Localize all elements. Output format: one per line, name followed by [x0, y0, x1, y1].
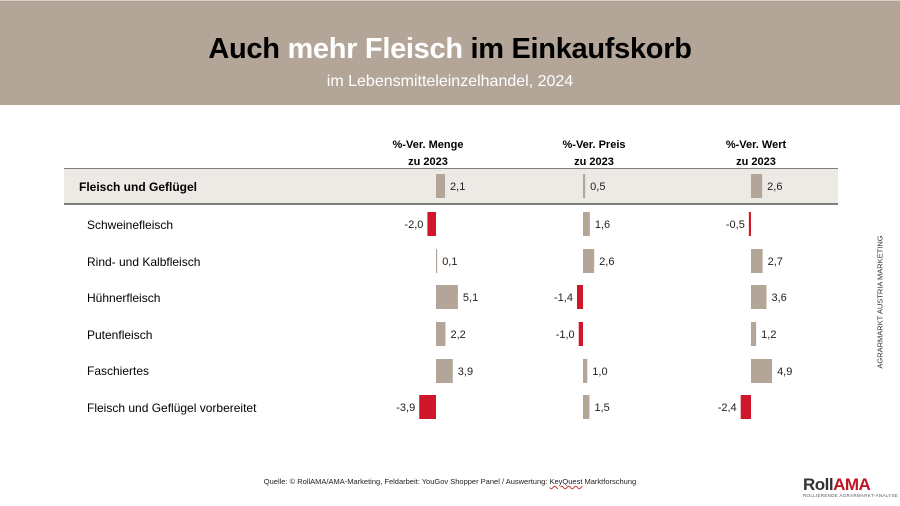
- header-banner: Auch mehr Fleisch im Einkaufskorb im Leb…: [0, 0, 900, 105]
- data-label-0-3: 5,1: [463, 292, 478, 304]
- page-title: Auch mehr Fleisch im Einkaufskorb: [0, 33, 900, 66]
- column-header-preis: %-Ver. Preis zu 2023: [534, 137, 654, 171]
- bar-0-6: [419, 395, 436, 419]
- column-header-line: zu 2023: [408, 156, 448, 168]
- bar-0-3: [436, 285, 458, 309]
- data-label-0-0: 2,1: [450, 181, 465, 193]
- data-label-1-5: 1,0: [592, 366, 607, 378]
- data-label-2-5: 4,9: [777, 366, 792, 378]
- column-header-line: zu 2023: [574, 156, 614, 168]
- column-header-line: %-Ver. Menge: [392, 139, 464, 151]
- data-label-1-6: 1,5: [594, 402, 609, 414]
- row-label-total: Fleisch und Geflügel: [79, 180, 198, 194]
- bar-2-4: [751, 322, 757, 346]
- bar-0-2: [436, 249, 438, 273]
- side-label: AGRARMARKT AUSTRIA MARKETING: [873, 232, 887, 372]
- data-label-2-2: 2,7: [768, 256, 783, 268]
- data-label-1-4: -1,0: [556, 329, 575, 341]
- bar-1-1: [583, 212, 590, 236]
- row-label: Putenfleisch: [87, 328, 153, 342]
- title-highlight: mehr Fleisch: [287, 33, 463, 65]
- data-label-0-5: 3,9: [458, 366, 473, 378]
- bar-2-3: [751, 285, 767, 309]
- bar-1-0: [583, 174, 586, 198]
- side-label-text: AGRARMARKT AUSTRIA MARKETING: [875, 235, 885, 369]
- rollama-logo: RollAMA ROLLIERENDE AGRARMARKT-ANALYSE: [803, 475, 898, 498]
- source-tail: Marktforschung: [582, 477, 637, 486]
- data-label-1-3: -1,4: [554, 292, 573, 304]
- column-header-menge: %-Ver. Menge zu 2023: [368, 137, 488, 171]
- source-note: Quelle: © RollAMA/AMA-Marketing, Feldarb…: [0, 477, 900, 486]
- data-label-0-4: 2,2: [450, 329, 465, 341]
- bar-1-2: [583, 249, 595, 273]
- row-label: Hühnerfleisch: [87, 291, 161, 305]
- data-label-2-4: 1,2: [761, 329, 776, 341]
- bar-0-1: [427, 212, 436, 236]
- bar-2-1: [748, 212, 751, 236]
- data-label-1-2: 2,6: [599, 256, 614, 268]
- row-label: Fleisch und Geflügel vorbereitet: [87, 401, 257, 415]
- logo-tagline: ROLLIERENDE AGRARMARKT-ANALYSE: [803, 493, 899, 498]
- data-label-1-0: 0,5: [590, 181, 605, 193]
- bar-0-4: [436, 322, 446, 346]
- bar-1-5: [583, 359, 588, 383]
- row-label: Faschiertes: [87, 364, 150, 378]
- bar-1-3: [576, 285, 583, 309]
- table-rule-bottom: [64, 203, 838, 205]
- column-header-line: %-Ver. Preis: [562, 139, 626, 151]
- logo-part-accent: AMA: [833, 475, 871, 494]
- data-label-2-6: -2,4: [718, 402, 737, 414]
- page-subtitle: im Lebensmitteleinzelhandel, 2024: [326, 73, 574, 90]
- column-header-wert: %-Ver. Wert zu 2023: [696, 137, 816, 171]
- data-label-0-2: 0,1: [442, 256, 457, 268]
- data-label-1-1: 1,6: [595, 219, 610, 231]
- source-text: Quelle: © RollAMA/AMA-Marketing, Feldarb…: [263, 477, 550, 486]
- bar-2-5: [751, 359, 773, 383]
- data-label-2-1: -0,5: [726, 219, 745, 231]
- logo-part: Roll: [803, 475, 834, 494]
- title-part: Auch: [208, 33, 288, 65]
- data-label-0-1: -2,0: [404, 219, 423, 231]
- total-row: [64, 169, 838, 203]
- bar-1-6: [583, 395, 590, 419]
- data-label-0-6: -3,9: [396, 402, 415, 414]
- bar-0-5: [436, 359, 453, 383]
- data-label-2-0: 2,6: [767, 181, 782, 193]
- source-highlight: KeyQuest: [549, 477, 583, 486]
- bar-2-6: [740, 395, 751, 419]
- row-label: Rind- und Kalbfleisch: [87, 255, 201, 269]
- data-label-2-3: 3,6: [771, 292, 786, 304]
- title-part: im Einkaufskorb: [462, 33, 692, 65]
- column-header-line: %-Ver. Wert: [725, 139, 787, 151]
- bar-2-0: [751, 174, 763, 198]
- column-header-line: zu 2023: [736, 156, 776, 168]
- bar-2-2: [751, 249, 763, 273]
- row-label: Schweinefleisch: [87, 218, 174, 232]
- bar-1-4: [578, 322, 583, 346]
- bar-0-0: [436, 174, 446, 198]
